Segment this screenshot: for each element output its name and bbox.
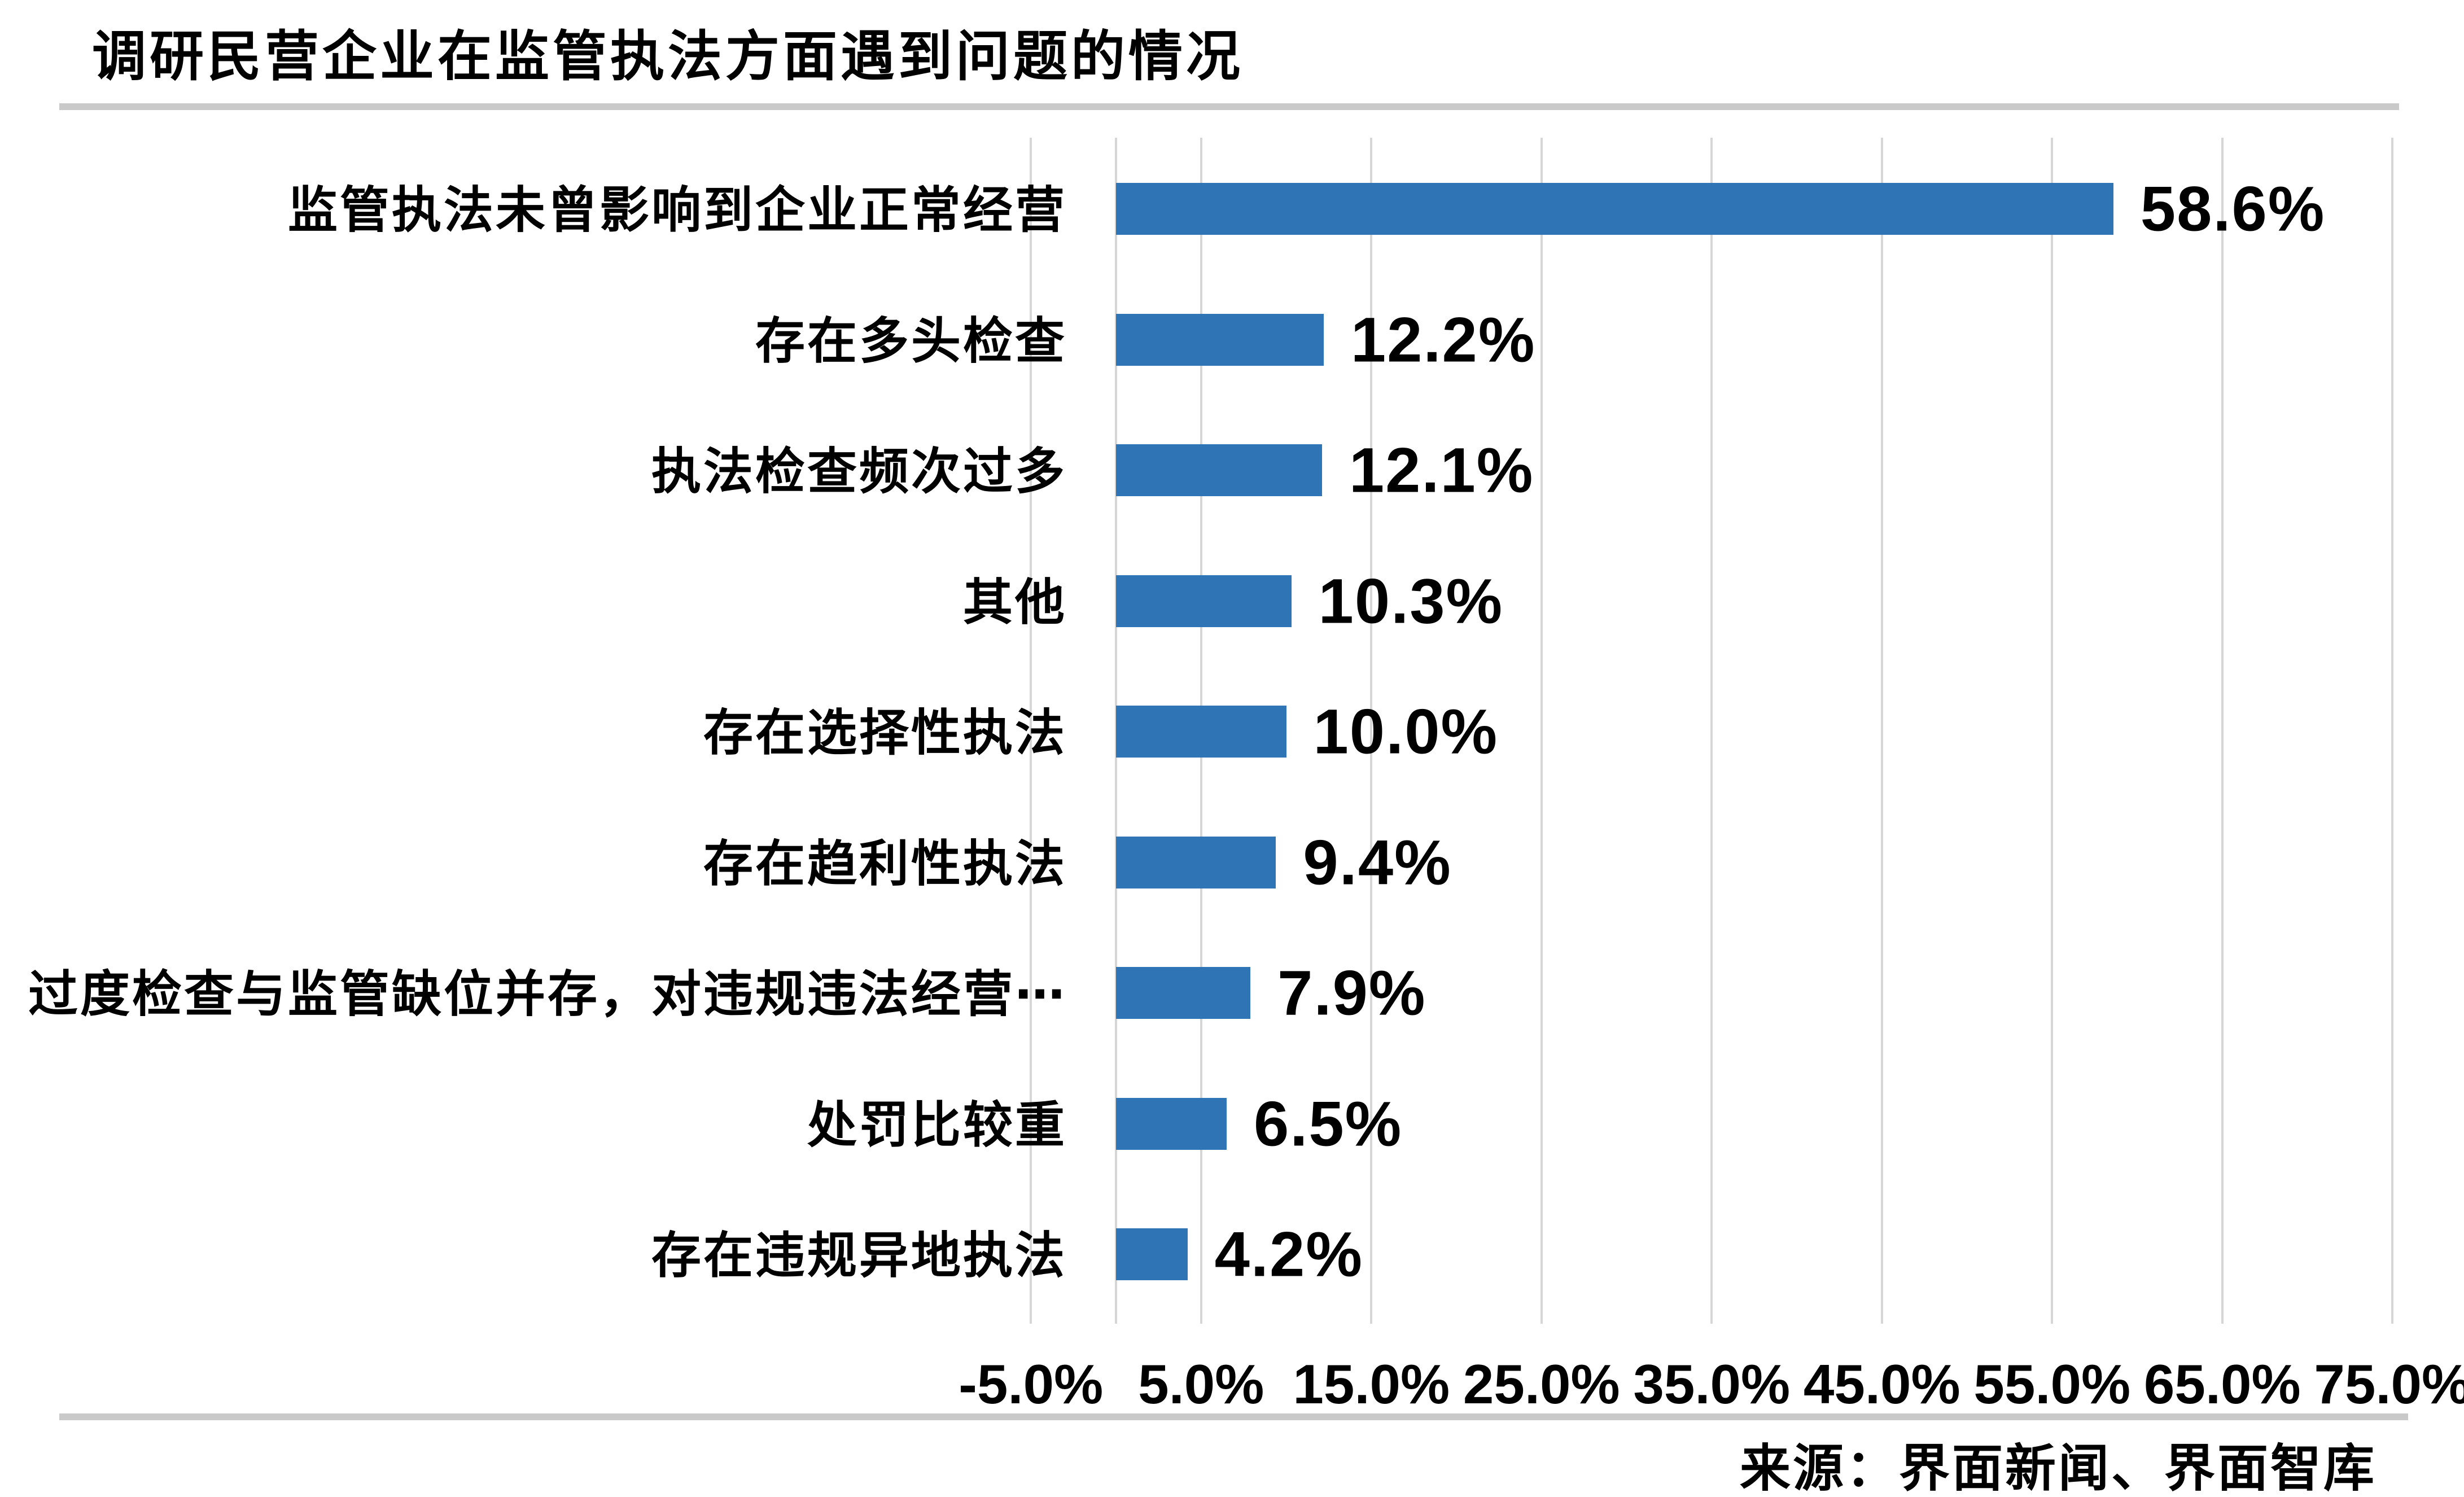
category-label: 存在违规异地执法 — [651, 1227, 1067, 1284]
bar-row: 过度检查与监管缺位并存，对违规违法经营⋯ 7.9% — [0, 958, 2464, 1028]
value-label: 9.4% — [1303, 827, 1452, 898]
bar — [1116, 1228, 1188, 1280]
bar — [1116, 706, 1286, 758]
bar — [1116, 313, 1324, 366]
bar-row: 存在选择性执法 10.0% — [0, 697, 2464, 767]
bar-row: 其他 10.3% — [0, 566, 2464, 636]
source-text: 来源：界面新闻、界面智库 — [1740, 1441, 2377, 1497]
value-label: 7.9% — [1277, 957, 1426, 1028]
bar-row: 存在多头检查 12.2% — [0, 304, 2464, 375]
gridline-vertical — [2391, 138, 2394, 1324]
x-tick-label: 45.0% — [1803, 1353, 1960, 1415]
value-label: 58.6% — [2140, 173, 2326, 244]
bar — [1116, 575, 1292, 627]
value-label: 10.3% — [1318, 566, 1504, 636]
bar-row: 监管执法未曾影响到企业正常经营 58.6% — [0, 174, 2464, 244]
gridline-vertical — [1370, 138, 1373, 1324]
gridline-vertical — [2221, 138, 2224, 1324]
chart-title: 调研民营企业在监管执法方面遇到问题的情况 — [92, 27, 1244, 87]
value-label: 12.1% — [1349, 435, 1534, 506]
value-label: 10.0% — [1313, 696, 1499, 767]
bar-row: 存在违规异地执法 4.2% — [0, 1219, 2464, 1290]
x-tick-label: 75.0% — [2314, 1353, 2464, 1415]
x-tick-label: 15.0% — [1293, 1353, 1450, 1415]
bar — [1116, 836, 1276, 888]
category-label: 存在选择性执法 — [703, 704, 1067, 761]
gridline-vertical — [1880, 138, 1883, 1324]
category-label: 过度检查与监管缺位并存，对违规违法经营⋯ — [28, 966, 1067, 1022]
category-label: 处罚比较重 — [807, 1096, 1067, 1153]
x-tick-label: 55.0% — [1973, 1353, 2131, 1415]
bar — [1116, 1097, 1227, 1150]
category-label: 存在趋利性执法 — [703, 835, 1067, 891]
bar-row: 处罚比较重 6.5% — [0, 1088, 2464, 1159]
bar — [1116, 183, 2113, 235]
gridline-vertical — [1030, 138, 1032, 1324]
x-tick-label: 65.0% — [2143, 1353, 2301, 1415]
value-label: 6.5% — [1253, 1088, 1403, 1159]
category-label: 执法检查频次过多 — [651, 443, 1067, 500]
bar-row: 存在趋利性执法 9.4% — [0, 827, 2464, 898]
value-label: 4.2% — [1214, 1219, 1363, 1290]
gridline-vertical — [2051, 138, 2054, 1324]
value-label: 12.2% — [1350, 304, 1536, 375]
category-label: 其他 — [962, 574, 1067, 630]
gridline-vertical — [1710, 138, 1713, 1324]
bar — [1116, 967, 1251, 1019]
x-tick-label: 25.0% — [1463, 1353, 1620, 1415]
x-tick-label: 35.0% — [1633, 1353, 1791, 1415]
x-axis: -5.0% 5.0% 15.0% 25.0% 35.0% 45.0% 55.0%… — [0, 1352, 2464, 1426]
x-tick-label: 5.0% — [1138, 1353, 1264, 1415]
category-label: 存在多头检查 — [755, 312, 1067, 369]
bar — [1116, 444, 1322, 496]
gridline-vertical — [1540, 138, 1543, 1324]
category-label: 监管执法未曾影响到企业正常经营 — [287, 182, 1067, 238]
x-tick-label: -5.0% — [959, 1353, 1104, 1415]
title-separator-line — [59, 103, 2399, 110]
bar-row: 执法检查频次过多 12.1% — [0, 435, 2464, 506]
footer-separator-line — [59, 1413, 2408, 1420]
